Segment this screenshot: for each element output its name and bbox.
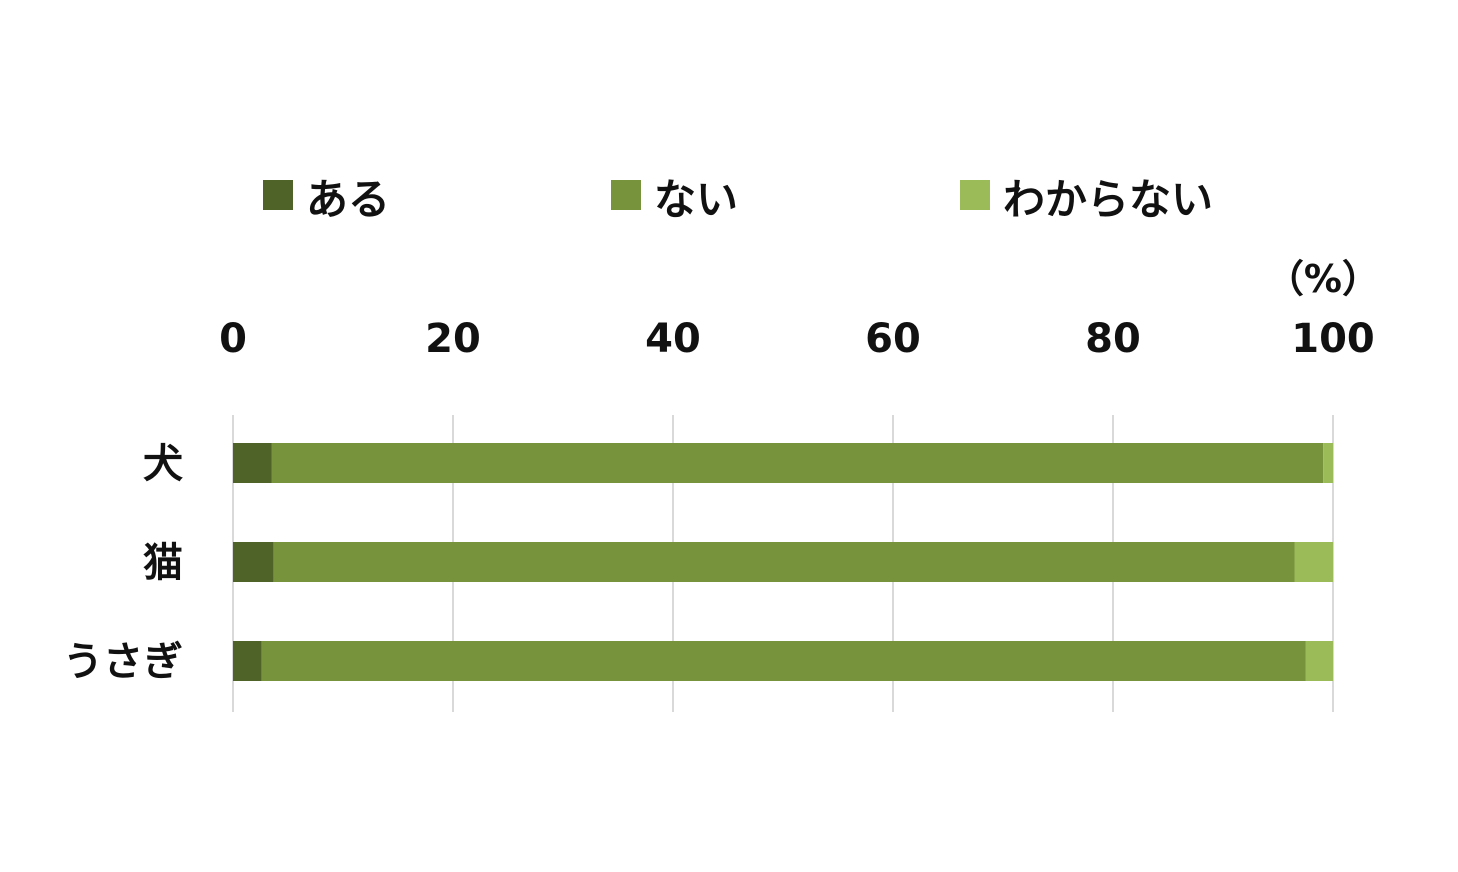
legend-swatch-3 — [960, 180, 990, 210]
legend-swatch-2 — [611, 180, 641, 210]
bars — [233, 443, 1333, 681]
bar-1-series-2 — [271, 443, 1324, 483]
category-label-2: 猫 — [143, 540, 183, 586]
legend-swatch-1 — [263, 180, 293, 210]
bar-3-series-1 — [233, 641, 262, 681]
bar-3-series-2 — [261, 641, 1306, 681]
legend-label-2: ない — [654, 175, 738, 224]
x-axis-ticks: 0 20 40 60 80 100 — [219, 316, 1375, 362]
x-tick-label-100: 100 — [1291, 316, 1375, 362]
legend: ある ない わからない — [263, 175, 1213, 224]
x-tick-label-60: 60 — [865, 316, 921, 362]
x-axis-unit-label: （%） — [1266, 257, 1380, 301]
bar-3-series-3 — [1305, 641, 1333, 681]
bar-2-series-3 — [1294, 542, 1333, 582]
x-tick-label-40: 40 — [645, 316, 701, 362]
category-label-3: うさぎ — [63, 639, 183, 685]
bar-1-series-1 — [233, 443, 272, 483]
bar-2-series-1 — [233, 542, 274, 582]
legend-label-1: ある — [306, 175, 390, 224]
legend-label-3: わからない — [1003, 175, 1213, 224]
x-tick-label-0: 0 — [219, 316, 247, 362]
bar-1-series-3 — [1323, 443, 1333, 483]
x-tick-label-20: 20 — [425, 316, 481, 362]
category-label-1: 犬 — [143, 441, 183, 487]
x-tick-label-80: 80 — [1085, 316, 1141, 362]
bar-2-series-2 — [273, 542, 1295, 582]
